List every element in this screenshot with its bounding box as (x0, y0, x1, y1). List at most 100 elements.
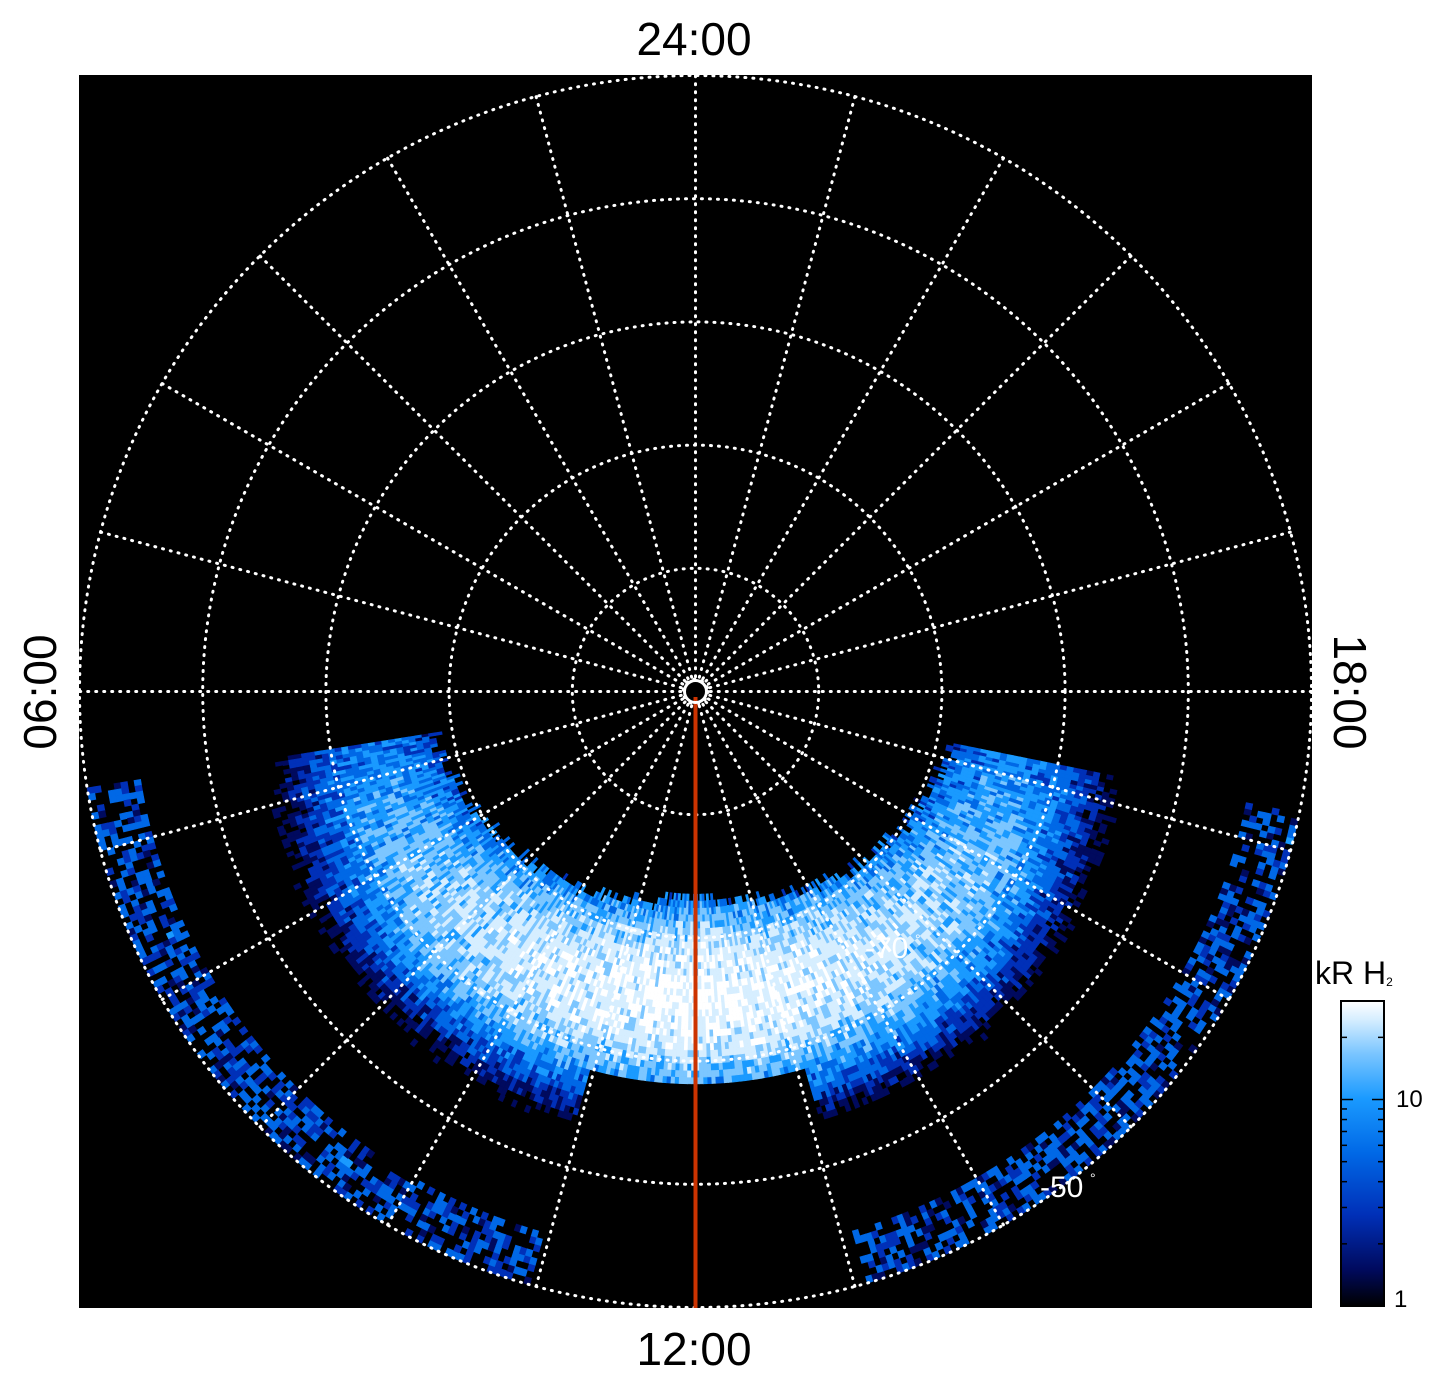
emission-cell (687, 1069, 692, 1078)
emission-cell (698, 1042, 704, 1051)
emission-cell (459, 790, 468, 797)
emission-cell (698, 961, 702, 969)
emission-cell (705, 1022, 710, 1030)
emission-cell (703, 1076, 709, 1085)
emission-cell (698, 1008, 703, 1017)
emission-cell (686, 961, 691, 969)
emission-cell (152, 859, 162, 868)
emission-cell (702, 1029, 707, 1037)
emission-cell (147, 842, 157, 851)
emission-cell (715, 1076, 721, 1084)
emission-cell (680, 1042, 685, 1051)
emission-cell (705, 1015, 710, 1024)
emission-cell (672, 1048, 678, 1057)
emission-cell (679, 1069, 684, 1078)
emission-cell (706, 1035, 711, 1044)
emission-cell (687, 1063, 692, 1071)
emission-cell (678, 1076, 684, 1085)
emission-cell (685, 995, 690, 1003)
emission-cell (685, 1002, 690, 1010)
emission-cell (707, 1069, 712, 1078)
emission-cell (701, 1002, 706, 1010)
emission-cell (278, 805, 287, 813)
emission-cell (676, 1042, 682, 1051)
emission-cell (430, 743, 438, 749)
emission-cell (684, 1022, 689, 1030)
emission-cell (123, 798, 132, 807)
emission-cell (711, 1069, 716, 1078)
emission-cell (440, 757, 449, 763)
emission-cell (699, 1063, 704, 1071)
emission-cell (697, 954, 702, 963)
emission-cell (710, 1049, 715, 1057)
emission-cell (681, 1022, 686, 1030)
emission-cell (698, 968, 702, 976)
emission-cell (686, 975, 690, 983)
emission-cell (434, 731, 443, 736)
emission-cell (683, 1049, 689, 1058)
emission-cell (688, 1008, 693, 1017)
emission-cell (683, 1042, 689, 1051)
emission-cell (705, 1008, 710, 1017)
emission-cell (672, 1042, 678, 1050)
emission-cell (698, 1015, 703, 1024)
emission-cell (701, 1015, 707, 1024)
emission-cell (141, 819, 151, 828)
emission-cell (701, 995, 706, 1003)
emission-cell (679, 1062, 685, 1071)
emission-cell (690, 914, 694, 922)
emission-cell (705, 1029, 711, 1037)
emission-cell (698, 981, 703, 990)
emission-cell (688, 995, 693, 1003)
emission-cell (701, 893, 705, 902)
emission-cell (272, 811, 282, 819)
emission-cell (690, 920, 694, 929)
emission-cell (702, 1035, 707, 1044)
emission-cell (706, 1062, 712, 1071)
emission-cell (712, 899, 717, 908)
emission-cell (676, 1035, 682, 1044)
emission-cell (685, 988, 690, 997)
emission-cell (680, 1035, 685, 1044)
emission-cell (702, 1042, 708, 1051)
emission-cell (688, 988, 693, 997)
emission-cell (689, 948, 694, 956)
emission-cell (687, 941, 691, 949)
emission-cell (682, 995, 687, 1003)
emission-cell (699, 1076, 705, 1085)
emission-cell (698, 1029, 704, 1037)
aurora-emission-layer (86, 731, 1299, 1286)
emission-cell (701, 988, 706, 997)
emission-cell (684, 1015, 690, 1024)
emission-cell (710, 1062, 716, 1071)
emission-cell (439, 752, 448, 758)
emission-cell (164, 958, 175, 968)
emission-cell (105, 867, 115, 877)
emission-cell (698, 995, 703, 1003)
emission-cell (151, 878, 161, 887)
emission-cell (686, 893, 690, 902)
emission-cell (677, 1015, 683, 1023)
emission-cell (175, 919, 186, 929)
emission-cell (689, 968, 693, 976)
emission-cell (684, 1035, 689, 1044)
emission-cell (676, 1049, 681, 1057)
emission-cell (682, 981, 687, 990)
emission-cell (707, 1076, 713, 1085)
emission-cell (701, 981, 706, 990)
emission-cell (666, 1069, 673, 1077)
emission-cell (673, 1035, 678, 1044)
emission-cell (690, 907, 694, 915)
emission-cell (679, 1049, 685, 1057)
emission-cell (276, 769, 285, 777)
emission-cell (97, 810, 107, 819)
emission-cell (293, 882, 302, 891)
emission-cell (686, 968, 691, 976)
emission-cell (688, 1002, 693, 1010)
emission-cell (455, 780, 464, 787)
emission-cell (144, 933, 155, 943)
emission-cell (452, 773, 461, 779)
emission-cell (444, 770, 453, 776)
emission-cell (705, 893, 709, 901)
